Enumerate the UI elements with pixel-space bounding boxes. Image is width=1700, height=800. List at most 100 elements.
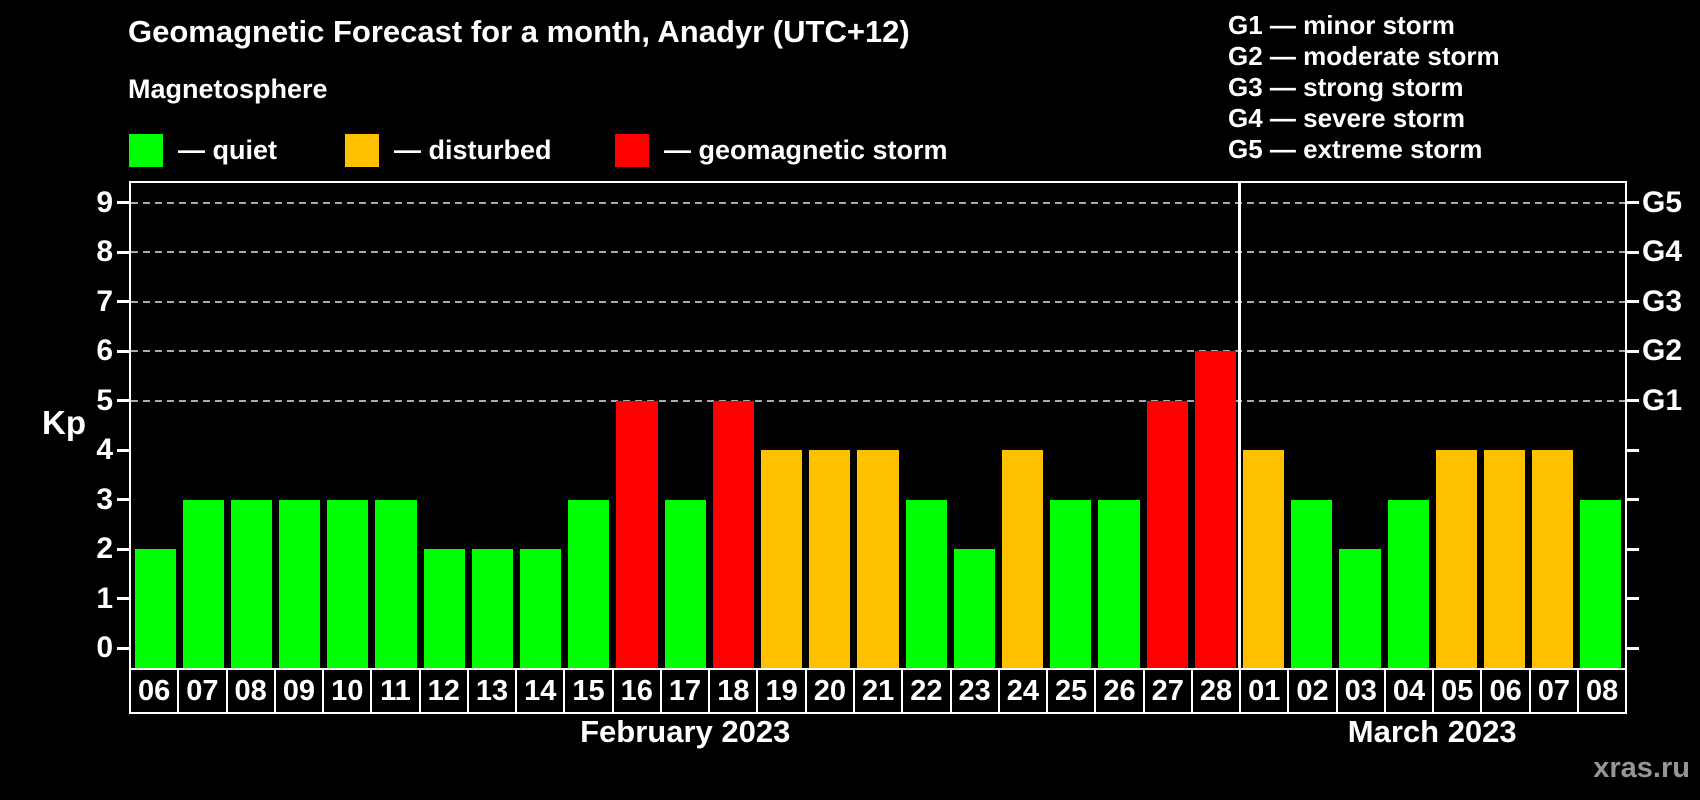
y-tick-label: 7: [96, 284, 113, 318]
quiet-swatch: [129, 134, 163, 167]
day-cell: 24: [1000, 670, 1049, 712]
right-axis-tick: [1627, 349, 1639, 353]
left-axis-tick: [117, 349, 129, 353]
day-cell: 08: [1585, 674, 1619, 707]
right-axis-tick: [1627, 597, 1639, 601]
day-cell: 25: [1048, 670, 1097, 712]
month-separator: [1237, 183, 1241, 668]
kp-bar: [1387, 499, 1429, 668]
kp-bar: [134, 549, 176, 668]
g3-legend-line: G3 — strong storm: [1228, 72, 1464, 102]
kp-bar: [375, 499, 417, 668]
y-tick-label: 9: [96, 185, 113, 219]
g-scale-legend: G1 — minor storm G2 — moderate storm G3 …: [1228, 10, 1500, 165]
g-scale-label-g5: G5: [1642, 185, 1683, 219]
storm-label: — geomagnetic storm: [664, 134, 948, 165]
day-cell: 17: [662, 670, 711, 712]
day-cell: 02: [1289, 670, 1338, 712]
day-cell: 15: [565, 670, 614, 712]
kp-bar: [953, 549, 995, 668]
right-axis-tick: [1627, 300, 1639, 304]
right-axis-tick: [1627, 250, 1639, 254]
left-axis-tick: [117, 399, 129, 403]
storm-swatch: [615, 134, 649, 167]
kp-bar: [1435, 450, 1477, 668]
day-cell: 09: [276, 670, 325, 712]
day-cell: 26: [1096, 670, 1145, 712]
right-axis-tick: [1627, 646, 1639, 650]
watermark: xras.ru: [1593, 752, 1690, 784]
left-axis-tick: [117, 597, 129, 601]
right-axis-tick: [1627, 201, 1639, 205]
gridline-kp7: [131, 300, 1625, 303]
g1-legend-line: G1 — minor storm: [1228, 10, 1455, 40]
disturbed-label: — disturbed: [394, 134, 552, 165]
magnetosphere-heading: Magnetosphere: [128, 74, 328, 104]
gridline-kp8: [131, 251, 1625, 254]
day-cell: 05: [1434, 670, 1483, 712]
left-axis-tick: [117, 300, 129, 304]
y-tick-label: 4: [96, 433, 113, 467]
gridline-kp5: [131, 399, 1625, 402]
kp-bar: [857, 450, 899, 668]
kp-bar: [520, 549, 562, 668]
kp-bar: [1050, 499, 1092, 668]
right-axis-tick: [1627, 448, 1639, 452]
day-cell: 10: [324, 670, 373, 712]
day-cell: 07: [1531, 670, 1579, 712]
kp-bar: [1291, 499, 1333, 668]
day-cell: 20: [807, 670, 855, 712]
day-cell: 21: [855, 670, 904, 712]
left-axis-tick: [117, 547, 129, 551]
day-cell: 01: [1241, 670, 1290, 712]
left-axis-tick: [117, 646, 129, 650]
kp-bar: [1146, 400, 1188, 668]
day-cell: 14: [517, 670, 566, 712]
kp-bar: [1194, 351, 1236, 668]
kp-bar: [1001, 450, 1044, 668]
g2-legend-line: G2 — moderate storm: [1228, 41, 1500, 71]
plot-area: [117, 181, 1639, 670]
y-tick-label: 6: [96, 334, 113, 368]
right-axis-tick: [1627, 498, 1639, 502]
month-label-1: March 2023: [1347, 714, 1517, 749]
day-cell: 19: [758, 670, 807, 712]
y-tick-label: 2: [96, 532, 113, 566]
day-cell: 11: [372, 670, 421, 712]
day-cell: 23: [952, 670, 1000, 712]
kp-bar: [1532, 450, 1574, 668]
right-axis-tick: [1627, 399, 1639, 403]
kp-bar: [1098, 499, 1140, 668]
kp-bar: [471, 549, 514, 668]
month-label-0: February 2023: [580, 714, 791, 749]
kp-bar: [182, 499, 224, 668]
x-axis-day-row: 06 07 08 09 10 11 12 13 14 15 16 17 18 19 20 21 22 23 24 25…: [129, 668, 1627, 714]
day-cell: 08: [228, 670, 276, 712]
y-tick-label: 5: [96, 383, 113, 417]
day-cell: 18: [710, 670, 759, 712]
kp-bar: [905, 499, 947, 668]
day-cell: 27: [1145, 670, 1193, 712]
kp-bar: [712, 400, 754, 668]
day-cell: 06: [1482, 670, 1531, 712]
day-cell: 03: [1338, 670, 1386, 712]
day-cell: 16: [614, 670, 662, 712]
day-cell: 28: [1193, 670, 1242, 712]
y-tick-label: 0: [96, 631, 113, 665]
g-scale-label-g1: G1: [1642, 383, 1683, 417]
page-title: Geomagnetic Forecast for a month, Anadyr…: [128, 14, 910, 49]
quiet-label: — quiet: [178, 134, 277, 165]
day-cell: 22: [903, 670, 952, 712]
y-axis-title: Kp: [42, 403, 86, 441]
g4-legend-line: G4 — severe storm: [1228, 103, 1466, 133]
gridline-kp6: [131, 350, 1625, 353]
kp-bar: [568, 499, 610, 668]
g-scale-label-g4: G4: [1642, 235, 1683, 269]
kp-bar: [1580, 499, 1622, 668]
kp-bar: [761, 450, 803, 668]
y-tick-label: 8: [96, 235, 113, 269]
g-scale-label-g2: G2: [1642, 334, 1683, 368]
kp-bar: [664, 499, 706, 668]
day-cell: 12: [421, 670, 469, 712]
